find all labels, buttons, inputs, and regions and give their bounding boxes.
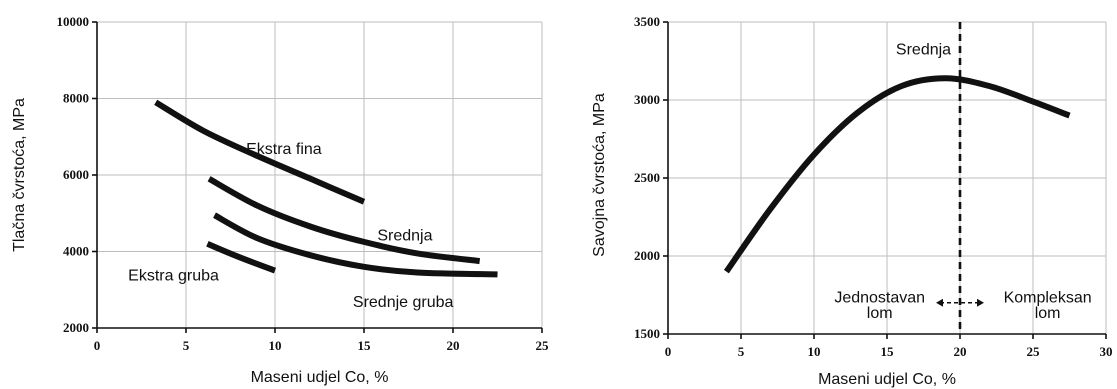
y-tick-label: 2000	[634, 248, 660, 263]
y-tick-label: 10000	[57, 14, 90, 29]
annotation-label: Jednostavan	[834, 290, 925, 307]
series-line	[206, 241, 277, 274]
series-line	[207, 176, 481, 265]
x-tick-label: 0	[665, 344, 672, 359]
annotation-label: Ekstra gruba	[128, 267, 219, 284]
y-tick-label: 1500	[634, 326, 660, 341]
y-tick-label: 4000	[63, 244, 89, 259]
series-line	[723, 75, 1071, 274]
y-axis-label: Tlačna čvrstoća, MPa	[11, 98, 28, 252]
x-tick-label: 20	[954, 344, 967, 359]
y-tick-label: 2500	[634, 170, 660, 185]
annotation-label: Srednja	[896, 42, 951, 59]
annotation-label: lom	[1035, 305, 1061, 322]
x-tick-label: 10	[269, 338, 282, 353]
y-tick-label: 6000	[63, 167, 89, 182]
annotation-label: Srednja	[377, 227, 432, 244]
arrow-left-icon	[936, 298, 943, 307]
series-line	[213, 212, 498, 278]
annotation-label: Srednje gruba	[353, 294, 454, 311]
x-tick-label: 25	[1027, 344, 1041, 359]
left-chart: 0 5 10 15 20 25 2000 4000 6000 8000 10000 Maseni ud…	[11, 14, 549, 386]
x-tick-label: 15	[358, 338, 372, 353]
x-tick-label: 25	[536, 338, 550, 353]
arrow-right-icon	[977, 298, 984, 307]
x-tick-label: 0	[94, 338, 101, 353]
x-tick-label: 20	[447, 338, 460, 353]
x-axis-label: Maseni udjel Co, %	[251, 369, 389, 386]
y-tick-label: 3000	[634, 92, 660, 107]
x-tick-label: 10	[808, 344, 821, 359]
x-tick-label: 15	[881, 344, 895, 359]
annotation-label: lom	[867, 305, 893, 322]
y-axis-label: Savojna čvrstoća, MPa	[591, 93, 608, 257]
x-tick-label: 5	[183, 338, 190, 353]
y-tick-label: 2000	[63, 320, 89, 335]
y-tick-label: 8000	[63, 91, 89, 106]
series-line	[154, 99, 366, 205]
annotation-label: Ekstra fina	[246, 141, 322, 158]
x-tick-label: 5	[738, 344, 745, 359]
x-axis-label: Maseni udjel Co, %	[818, 371, 956, 388]
x-tick-label: 30	[1100, 344, 1113, 359]
y-tick-label: 3500	[634, 14, 660, 29]
annotation-label: Kompleksan	[1004, 290, 1092, 307]
right-chart: 0 5 10 15 20 25 30 1500 2000 2500 3000 3500 Maseni u…	[591, 14, 1113, 388]
